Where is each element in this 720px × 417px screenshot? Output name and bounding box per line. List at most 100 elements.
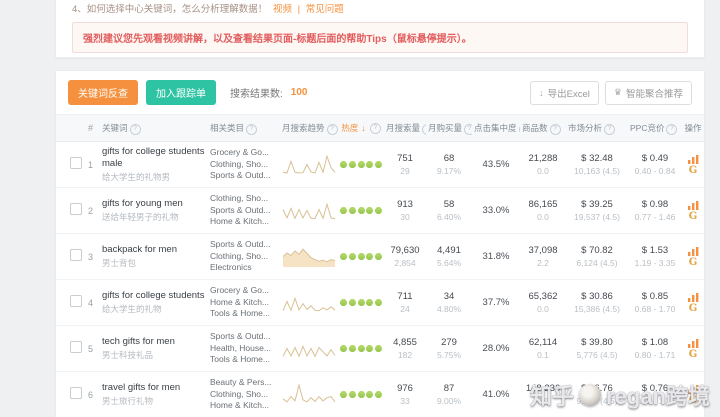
row-checkbox[interactable] xyxy=(70,249,82,261)
category-cell: Beauty & Pers... Clothing, Sho... Home & K… xyxy=(208,377,280,413)
flame-icon xyxy=(338,391,349,398)
product-count-sub-value: 0.0 xyxy=(537,166,549,176)
google-trends-icon[interactable]: G xyxy=(688,256,698,268)
video-link[interactable]: 视频 xyxy=(272,4,292,15)
row-checkbox[interactable] xyxy=(70,341,82,353)
product-count: 86,165 0.0 xyxy=(520,199,566,222)
keyword-link[interactable]: gifts for young men xyxy=(102,197,183,209)
add-to-tracking-button[interactable]: 加入跟踪单 xyxy=(146,80,216,105)
info-icon[interactable]: ? xyxy=(369,122,381,134)
column-header-trend[interactable]: 月搜索趋势?∨ xyxy=(280,122,338,135)
monthly-purchase-volume: 58 6.40% xyxy=(426,199,472,222)
keyword-cell: travel gifts for men 男士旅行礼物 xyxy=(100,382,208,408)
row-index: 1 xyxy=(88,159,94,170)
product-count-sub-value: 0.1 xyxy=(537,350,549,360)
category-item: Health, House... xyxy=(210,342,271,353)
heat-cell xyxy=(338,161,384,168)
flame-icon xyxy=(373,207,384,214)
google-trends-icon[interactable]: G xyxy=(688,302,698,314)
keyword-translation: 男士科技礼品 xyxy=(102,350,154,361)
table-row: 3 backpack for men 男士背包 Sports & Outd... Clo… xyxy=(56,234,704,280)
trend-cell xyxy=(280,334,338,363)
category-item: Sports & Outd... xyxy=(210,204,271,215)
flame-icon xyxy=(373,345,384,352)
info-icon[interactable]: ? xyxy=(464,123,472,135)
column-header-heat[interactable]: 热度 ↓? xyxy=(338,122,384,134)
info-icon[interactable]: ? xyxy=(604,123,616,135)
info-icon[interactable]: ? xyxy=(666,123,678,135)
info-icon[interactable]: ? xyxy=(129,123,141,135)
trend-analysis-icon[interactable] xyxy=(687,384,699,394)
click-concentration-value: 37.7% xyxy=(482,297,510,308)
ppc-bid-value: $ 0.85 xyxy=(641,291,669,302)
keyword-cell: gifts for college students male 给大学生的礼物男 xyxy=(100,146,208,184)
trend-analysis-icon[interactable] xyxy=(687,338,699,348)
keyword-link[interactable]: travel gifts for men xyxy=(102,381,181,393)
category-item: Clothing, Sho... xyxy=(210,388,269,399)
keyword-link[interactable]: gifts for college students xyxy=(102,289,205,301)
trend-analysis-icon[interactable] xyxy=(687,246,699,256)
trend-sparkline xyxy=(282,296,336,312)
ppc-bid-sub-value: 0.77 - 1.46 xyxy=(634,212,676,222)
info-icon[interactable]: ? xyxy=(326,123,338,135)
monthly-purchase-volume-value: 279 xyxy=(441,337,457,348)
flame-icon xyxy=(347,253,358,260)
row-checkbox[interactable] xyxy=(70,157,82,169)
flame-icon xyxy=(364,207,375,214)
google-trends-icon[interactable]: G xyxy=(688,210,698,222)
row-index: 6 xyxy=(88,389,94,400)
info-icon[interactable]: ? xyxy=(549,123,561,135)
google-trends-icon[interactable]: G xyxy=(688,394,698,406)
checkbox-cell xyxy=(68,203,86,218)
keyword-link[interactable]: gifts for college students male xyxy=(102,145,205,169)
market-analysis-sub-value: 9,377 (4.5) xyxy=(576,396,618,406)
trend-analysis-icon[interactable] xyxy=(687,292,699,302)
row-checkbox[interactable] xyxy=(70,295,82,307)
faq-link[interactable]: 常见问题 xyxy=(305,4,344,15)
row-checkbox[interactable] xyxy=(70,203,82,215)
keyword-reverse-button[interactable]: 关键词反查 xyxy=(68,80,138,105)
monthly-purchase-volume-sub-value: 6.40% xyxy=(436,212,462,222)
category-item: Grocery & Go... xyxy=(210,146,270,157)
click-concentration-cell: 41.0% xyxy=(472,389,520,400)
market-analysis: $ 30.86 15,386 (4.5) xyxy=(566,291,628,314)
market-analysis-value: $ 39.25 xyxy=(581,199,613,210)
smart-aggregate-label: 智能聚合推荐 xyxy=(625,88,683,100)
table-row: 5 tech gifts for men 男士科技礼品 Sports & Outd..… xyxy=(56,326,704,372)
column-header-label: 相关类目 xyxy=(210,122,245,133)
product-count-value: 62,114 xyxy=(528,337,558,348)
keyword-link[interactable]: backpack for men xyxy=(102,243,177,255)
action-cell: G xyxy=(682,154,704,176)
trend-cell xyxy=(280,242,338,271)
ppc-bid-sub-value: 0.58 - 1.26 xyxy=(634,396,676,406)
smart-aggregate-button[interactable]: ♛ 智能聚合推荐 xyxy=(604,80,692,105)
click-concentration-value: 41.0% xyxy=(482,389,510,400)
row-index: 2 xyxy=(88,205,94,216)
sort-desc-icon[interactable]: ↓ xyxy=(361,123,366,133)
google-trends-icon[interactable]: G xyxy=(688,164,698,176)
column-header-label: 市场分析 xyxy=(568,122,603,133)
keyword-link[interactable]: tech gifts for men xyxy=(102,335,175,347)
google-trends-icon[interactable]: G xyxy=(688,348,698,360)
product-count-value: 37,098 xyxy=(528,245,558,256)
export-excel-label: 导出Excel xyxy=(547,88,590,100)
ppc-bid: $ 1.53 1.19 - 3.35 xyxy=(628,245,682,268)
export-excel-button[interactable]: ↓ 导出Excel xyxy=(530,80,599,105)
market-analysis-sub-value: 5,776 (4.5) xyxy=(576,350,618,360)
category-item: Clothing, Sho... xyxy=(210,192,269,203)
monthly-purchase-volume-value: 34 xyxy=(443,291,455,302)
row-checkbox[interactable] xyxy=(70,387,82,399)
action-cell: G xyxy=(682,338,704,360)
product-count-sub-value: 0.0 xyxy=(537,212,549,222)
trend-analysis-icon[interactable] xyxy=(687,154,699,164)
info-icon[interactable]: ? xyxy=(246,123,258,135)
market-analysis: $ 70.82 6,124 (4.5) xyxy=(566,245,628,268)
info-icon[interactable]: ? xyxy=(422,123,426,135)
category-item: Tools & Home... xyxy=(210,308,270,319)
category-cell: Sports & Outd... Health, House... Tools & … xyxy=(208,331,280,367)
market-analysis-value: $ 70.82 xyxy=(581,245,613,256)
trend-analysis-icon[interactable] xyxy=(687,200,699,210)
market-analysis: $ 32.48 10,163 (4.5) xyxy=(566,153,628,176)
ppc-bid-sub-value: 0.40 - 0.84 xyxy=(634,166,676,176)
trend-cell xyxy=(280,196,338,225)
